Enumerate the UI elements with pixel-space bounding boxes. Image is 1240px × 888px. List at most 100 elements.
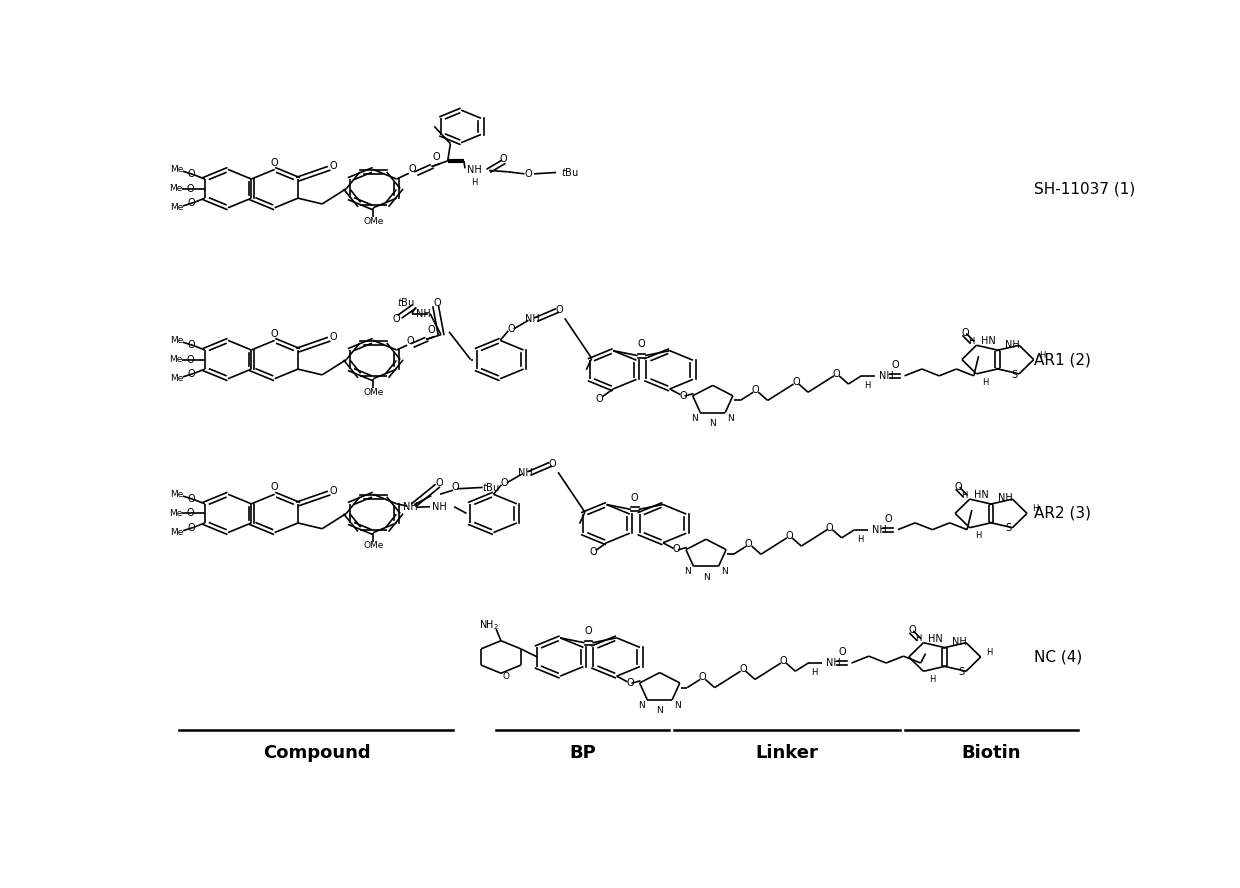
Text: $t$Bu: $t$Bu bbox=[397, 296, 415, 308]
Text: OMe: OMe bbox=[363, 217, 383, 226]
Text: O: O bbox=[838, 647, 846, 657]
Text: NH: NH bbox=[1006, 339, 1021, 350]
Text: N: N bbox=[684, 567, 691, 576]
Text: Me: Me bbox=[170, 374, 184, 383]
Text: $t$Bu: $t$Bu bbox=[482, 481, 500, 494]
Text: NH: NH bbox=[525, 314, 539, 324]
Text: Me: Me bbox=[170, 336, 184, 345]
Text: Me: Me bbox=[170, 528, 184, 537]
Text: O: O bbox=[792, 377, 800, 387]
Text: H: H bbox=[864, 381, 870, 390]
Text: H: H bbox=[982, 377, 988, 386]
Text: N: N bbox=[675, 701, 681, 710]
Text: N: N bbox=[656, 707, 663, 716]
Text: O: O bbox=[908, 625, 915, 636]
Text: H: H bbox=[811, 668, 817, 677]
Text: O: O bbox=[589, 547, 596, 558]
Text: H: H bbox=[1039, 351, 1045, 360]
Text: NH: NH bbox=[998, 494, 1013, 503]
Text: Me: Me bbox=[170, 165, 184, 174]
Text: O: O bbox=[751, 385, 759, 395]
Text: N: N bbox=[728, 414, 734, 423]
Text: O: O bbox=[270, 329, 279, 338]
Text: AR1 (2): AR1 (2) bbox=[1034, 352, 1091, 367]
Text: O: O bbox=[270, 158, 279, 168]
Text: Compound: Compound bbox=[263, 744, 371, 762]
Text: Biotin: Biotin bbox=[961, 744, 1021, 762]
Text: H: H bbox=[1032, 504, 1039, 513]
Text: NH: NH bbox=[415, 309, 430, 319]
Text: O: O bbox=[270, 482, 279, 493]
Text: NH: NH bbox=[518, 468, 533, 479]
Text: O: O bbox=[428, 325, 435, 335]
Text: O: O bbox=[596, 393, 604, 403]
Text: NH: NH bbox=[467, 165, 482, 176]
Text: O: O bbox=[584, 626, 593, 636]
Text: O: O bbox=[680, 391, 687, 400]
Text: O: O bbox=[955, 482, 962, 492]
Text: O: O bbox=[780, 656, 787, 666]
Text: H: H bbox=[471, 178, 477, 187]
Text: O: O bbox=[556, 305, 563, 314]
Text: O: O bbox=[433, 152, 440, 162]
Text: O: O bbox=[502, 671, 510, 680]
Text: O: O bbox=[961, 328, 968, 338]
Text: NH: NH bbox=[826, 658, 841, 668]
Text: O: O bbox=[785, 531, 792, 541]
Text: O: O bbox=[672, 544, 681, 554]
Text: O: O bbox=[739, 664, 746, 674]
Text: NH: NH bbox=[872, 525, 887, 535]
Text: H: H bbox=[961, 491, 967, 500]
Text: O: O bbox=[435, 479, 443, 488]
Text: H: H bbox=[968, 337, 975, 346]
Text: O: O bbox=[826, 523, 833, 533]
Text: N: N bbox=[709, 419, 717, 428]
Text: O: O bbox=[187, 523, 195, 533]
Text: O: O bbox=[330, 161, 337, 170]
Text: NH: NH bbox=[952, 637, 967, 647]
Text: NH: NH bbox=[879, 371, 893, 381]
Text: O: O bbox=[884, 514, 892, 524]
Text: Me: Me bbox=[169, 184, 182, 193]
Text: O: O bbox=[501, 478, 508, 488]
Text: O: O bbox=[186, 509, 193, 519]
Text: O: O bbox=[631, 493, 639, 503]
Text: Linker: Linker bbox=[755, 744, 818, 762]
Text: N: N bbox=[703, 573, 709, 583]
Text: O: O bbox=[892, 360, 899, 370]
Text: Me: Me bbox=[170, 203, 184, 212]
Text: O: O bbox=[187, 198, 195, 209]
Text: O: O bbox=[434, 297, 441, 307]
Text: O: O bbox=[549, 458, 557, 469]
Text: Me: Me bbox=[169, 509, 182, 518]
Text: OMe: OMe bbox=[363, 387, 383, 397]
Text: O: O bbox=[698, 672, 707, 682]
Text: HN: HN bbox=[981, 337, 996, 346]
Text: O: O bbox=[498, 155, 507, 164]
Text: S: S bbox=[1004, 523, 1011, 534]
Text: O: O bbox=[637, 339, 645, 349]
Text: HN: HN bbox=[975, 490, 990, 500]
Text: O: O bbox=[330, 486, 337, 496]
Text: H: H bbox=[986, 648, 992, 657]
Text: O: O bbox=[507, 324, 515, 334]
Text: H: H bbox=[929, 675, 935, 684]
Text: NH: NH bbox=[433, 502, 446, 511]
Text: O: O bbox=[409, 164, 417, 174]
Text: O: O bbox=[451, 482, 460, 493]
Text: SH-11037 (1): SH-11037 (1) bbox=[1034, 181, 1136, 196]
Text: N: N bbox=[720, 567, 728, 576]
Text: O: O bbox=[186, 184, 193, 194]
Text: BP: BP bbox=[569, 744, 596, 762]
Text: H: H bbox=[975, 531, 982, 541]
Text: O: O bbox=[187, 340, 195, 350]
Text: O: O bbox=[330, 332, 337, 342]
Text: O: O bbox=[187, 169, 195, 178]
Text: H: H bbox=[857, 535, 863, 543]
Text: OMe: OMe bbox=[363, 542, 383, 551]
Text: HN: HN bbox=[928, 634, 942, 644]
Text: Me: Me bbox=[169, 355, 182, 364]
Text: NH: NH bbox=[403, 502, 418, 511]
Text: O: O bbox=[393, 314, 401, 324]
Text: H: H bbox=[915, 634, 921, 644]
